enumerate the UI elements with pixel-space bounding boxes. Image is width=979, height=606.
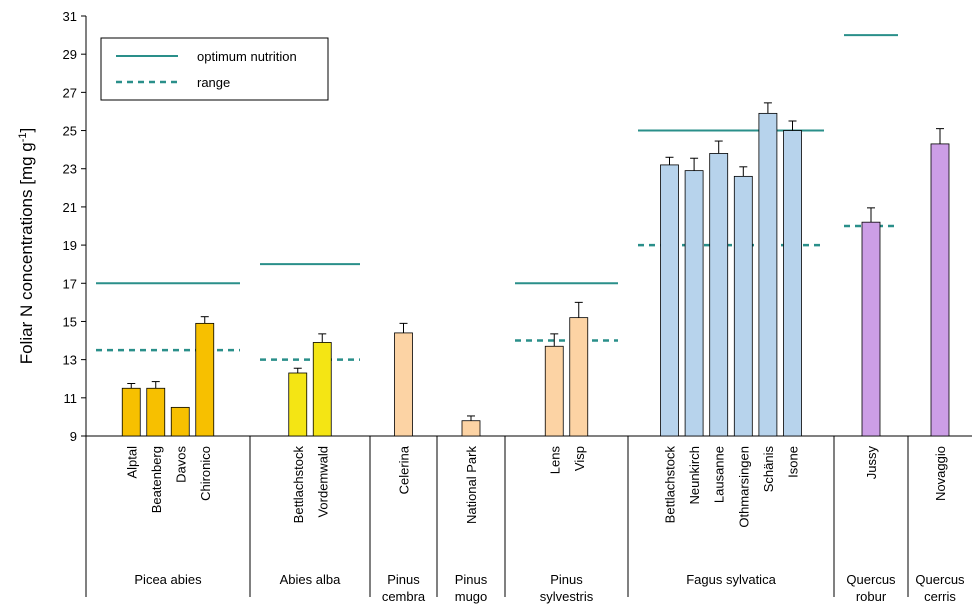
species-label: Pinus (455, 572, 488, 587)
bar-beatenberg (146, 387, 166, 437)
y-tick-label: 19 (63, 238, 77, 253)
bar-chironico (195, 322, 215, 437)
site-label: Bettlachstock (663, 446, 678, 524)
bar-vordemwald (312, 342, 332, 437)
bar-alptal (121, 387, 141, 437)
bars (121, 112, 950, 437)
species-label: Fagus sylvatica (686, 572, 776, 587)
axes (85, 16, 972, 597)
species-label: Pinus (550, 572, 583, 587)
bar-lens (544, 345, 564, 437)
legend-box (100, 37, 329, 101)
species-label: cembra (382, 589, 426, 604)
bar-national-park (461, 420, 481, 437)
site-label: Lens (547, 446, 562, 475)
bar-bettlachstock (660, 164, 679, 437)
bar-jussy (861, 221, 881, 437)
species-label: sylvestris (540, 589, 594, 604)
species-label: Quercus (846, 572, 896, 587)
site-label: Vordemwald (315, 446, 330, 518)
site-label: Othmarsingen (736, 446, 751, 528)
y-axis-label: Foliar N concentrations [mg g-1] (17, 128, 36, 365)
site-label: Bettlachstock (291, 446, 306, 524)
bar-bettlachstock (288, 372, 308, 437)
legend: optimum nutrition range (100, 37, 329, 101)
species-label: Abies alba (280, 572, 341, 587)
y-tick-label: 29 (63, 47, 77, 62)
y-tick-label: 13 (63, 353, 77, 368)
y-tick-label: 25 (63, 124, 77, 139)
site-label: Isone (786, 446, 801, 478)
y-axis-label-main: Foliar N concentrations [mg g (17, 142, 36, 364)
site-label: Celerina (397, 445, 412, 494)
bar-novaggio (930, 143, 950, 437)
bar-schänis (758, 112, 778, 437)
site-label: Schänis (761, 446, 776, 493)
site-label: Novaggio (933, 446, 948, 501)
bar-neunkirch (684, 170, 704, 437)
y-tick-label: 11 (64, 391, 78, 406)
species-label: mugo (455, 589, 488, 604)
y-tick-label: 15 (63, 314, 77, 329)
y-tick-label: 27 (63, 85, 77, 100)
bar-davos (170, 406, 190, 437)
y-ticks: 9 11 13 15 17 19 21 23 25 27 29 31 (63, 9, 86, 444)
y-tick-label: 31 (63, 9, 77, 24)
y-axis-label-sup: -1 (17, 132, 29, 142)
legend-label: range (197, 75, 230, 90)
species-label: Picea abies (134, 572, 202, 587)
bar-visp (569, 317, 589, 437)
bar-othmarsingen (733, 175, 753, 437)
site-label: Neunkirch (687, 446, 702, 505)
error-bars (127, 102, 944, 421)
site-label: Visp (572, 446, 587, 471)
species-label: Pinus (387, 572, 420, 587)
site-label: Beatenberg (149, 446, 164, 513)
y-tick-label: 17 (63, 276, 77, 291)
site-label: Jussy (864, 446, 879, 480)
species-label: robur (856, 589, 887, 604)
y-tick-label: 23 (63, 162, 77, 177)
site-label: Lausanne (712, 446, 727, 503)
bar-lausanne (709, 153, 729, 437)
species-label: Quercus (915, 572, 965, 587)
legend-label: optimum nutrition (197, 49, 297, 64)
site-label: National Park (464, 446, 479, 525)
site-label: Alptal (124, 446, 139, 479)
bar-isone (783, 130, 802, 437)
bar-celerina (394, 332, 413, 437)
y-tick-label: 9 (70, 429, 77, 444)
site-label: Chironico (198, 446, 213, 501)
species-label: cerris (924, 589, 956, 604)
category-labels: Alptal Beatenberg Davos Chironico Picea abie… (124, 445, 965, 604)
y-tick-label: 21 (63, 200, 77, 215)
y-axis-label-end: ] (17, 128, 36, 133)
site-label: Davos (173, 446, 188, 483)
